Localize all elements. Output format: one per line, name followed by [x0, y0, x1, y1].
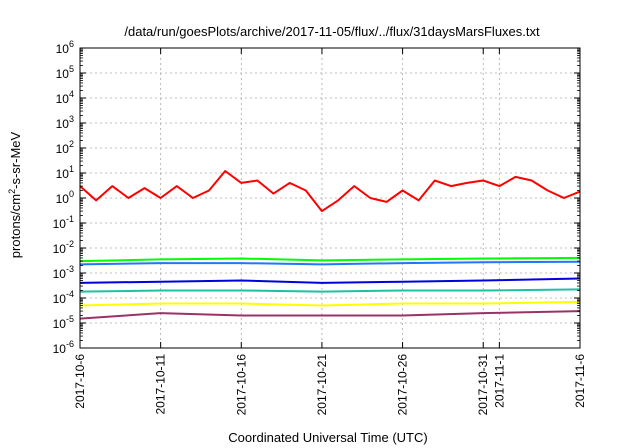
grid-lines: [80, 48, 580, 348]
x-tick-label: 2017-11-1: [492, 354, 506, 408]
y-tick-label: 105: [56, 64, 74, 81]
chart-title: /data/run/goesPlots/archive/2017-11-05/f…: [124, 24, 540, 39]
series-line: [79, 288, 581, 293]
x-tick-label: 2017-10-16: [234, 354, 248, 416]
x-axis-ticks: 2017-10-6 2017-10-11 2017-10-16 2017-10-21 2…: [73, 48, 587, 415]
series-line: [79, 300, 581, 307]
y-tick-label: 103: [56, 114, 74, 131]
series-line: [79, 256, 581, 263]
y-tick-label: 104: [56, 89, 74, 106]
series-line: [79, 260, 581, 266]
y-tick-label: 10-4: [53, 289, 74, 306]
x-tick-label: 2017-11-6: [573, 354, 587, 408]
y-axis-label: protons/cm2-s-sr-MeV: [7, 131, 23, 258]
y-axis-ticks: 10-6 10-5 10-4 10-3 10-2 10-1 100 101 102 103 104 1…: [53, 39, 580, 356]
data-series: [79, 170, 581, 320]
series-line: [79, 310, 581, 320]
y-tick-label: 10-5: [53, 314, 74, 331]
y-tick-label: 10-6: [53, 339, 74, 356]
series-line: [79, 277, 581, 284]
y-tick-label: 10-2: [53, 239, 74, 256]
y-tick-label: 102: [56, 139, 74, 156]
x-axis-label: Coordinated Universal Time (UTC): [228, 430, 427, 445]
x-tick-label: 2017-10-26: [396, 354, 410, 416]
y-tick-label: 100: [56, 189, 74, 206]
y-tick-label: 101: [56, 164, 74, 181]
y-tick-label: 10-3: [53, 264, 74, 281]
x-tick-label: 2017-10-6: [73, 354, 87, 409]
x-tick-label: 2017-10-31: [476, 354, 490, 416]
x-tick-label: 2017-10-21: [315, 354, 329, 416]
x-tick-label: 2017-10-11: [154, 354, 168, 415]
y-tick-label: 106: [56, 39, 74, 56]
y-tick-label: 10-1: [53, 214, 74, 231]
series-line: [79, 170, 581, 213]
